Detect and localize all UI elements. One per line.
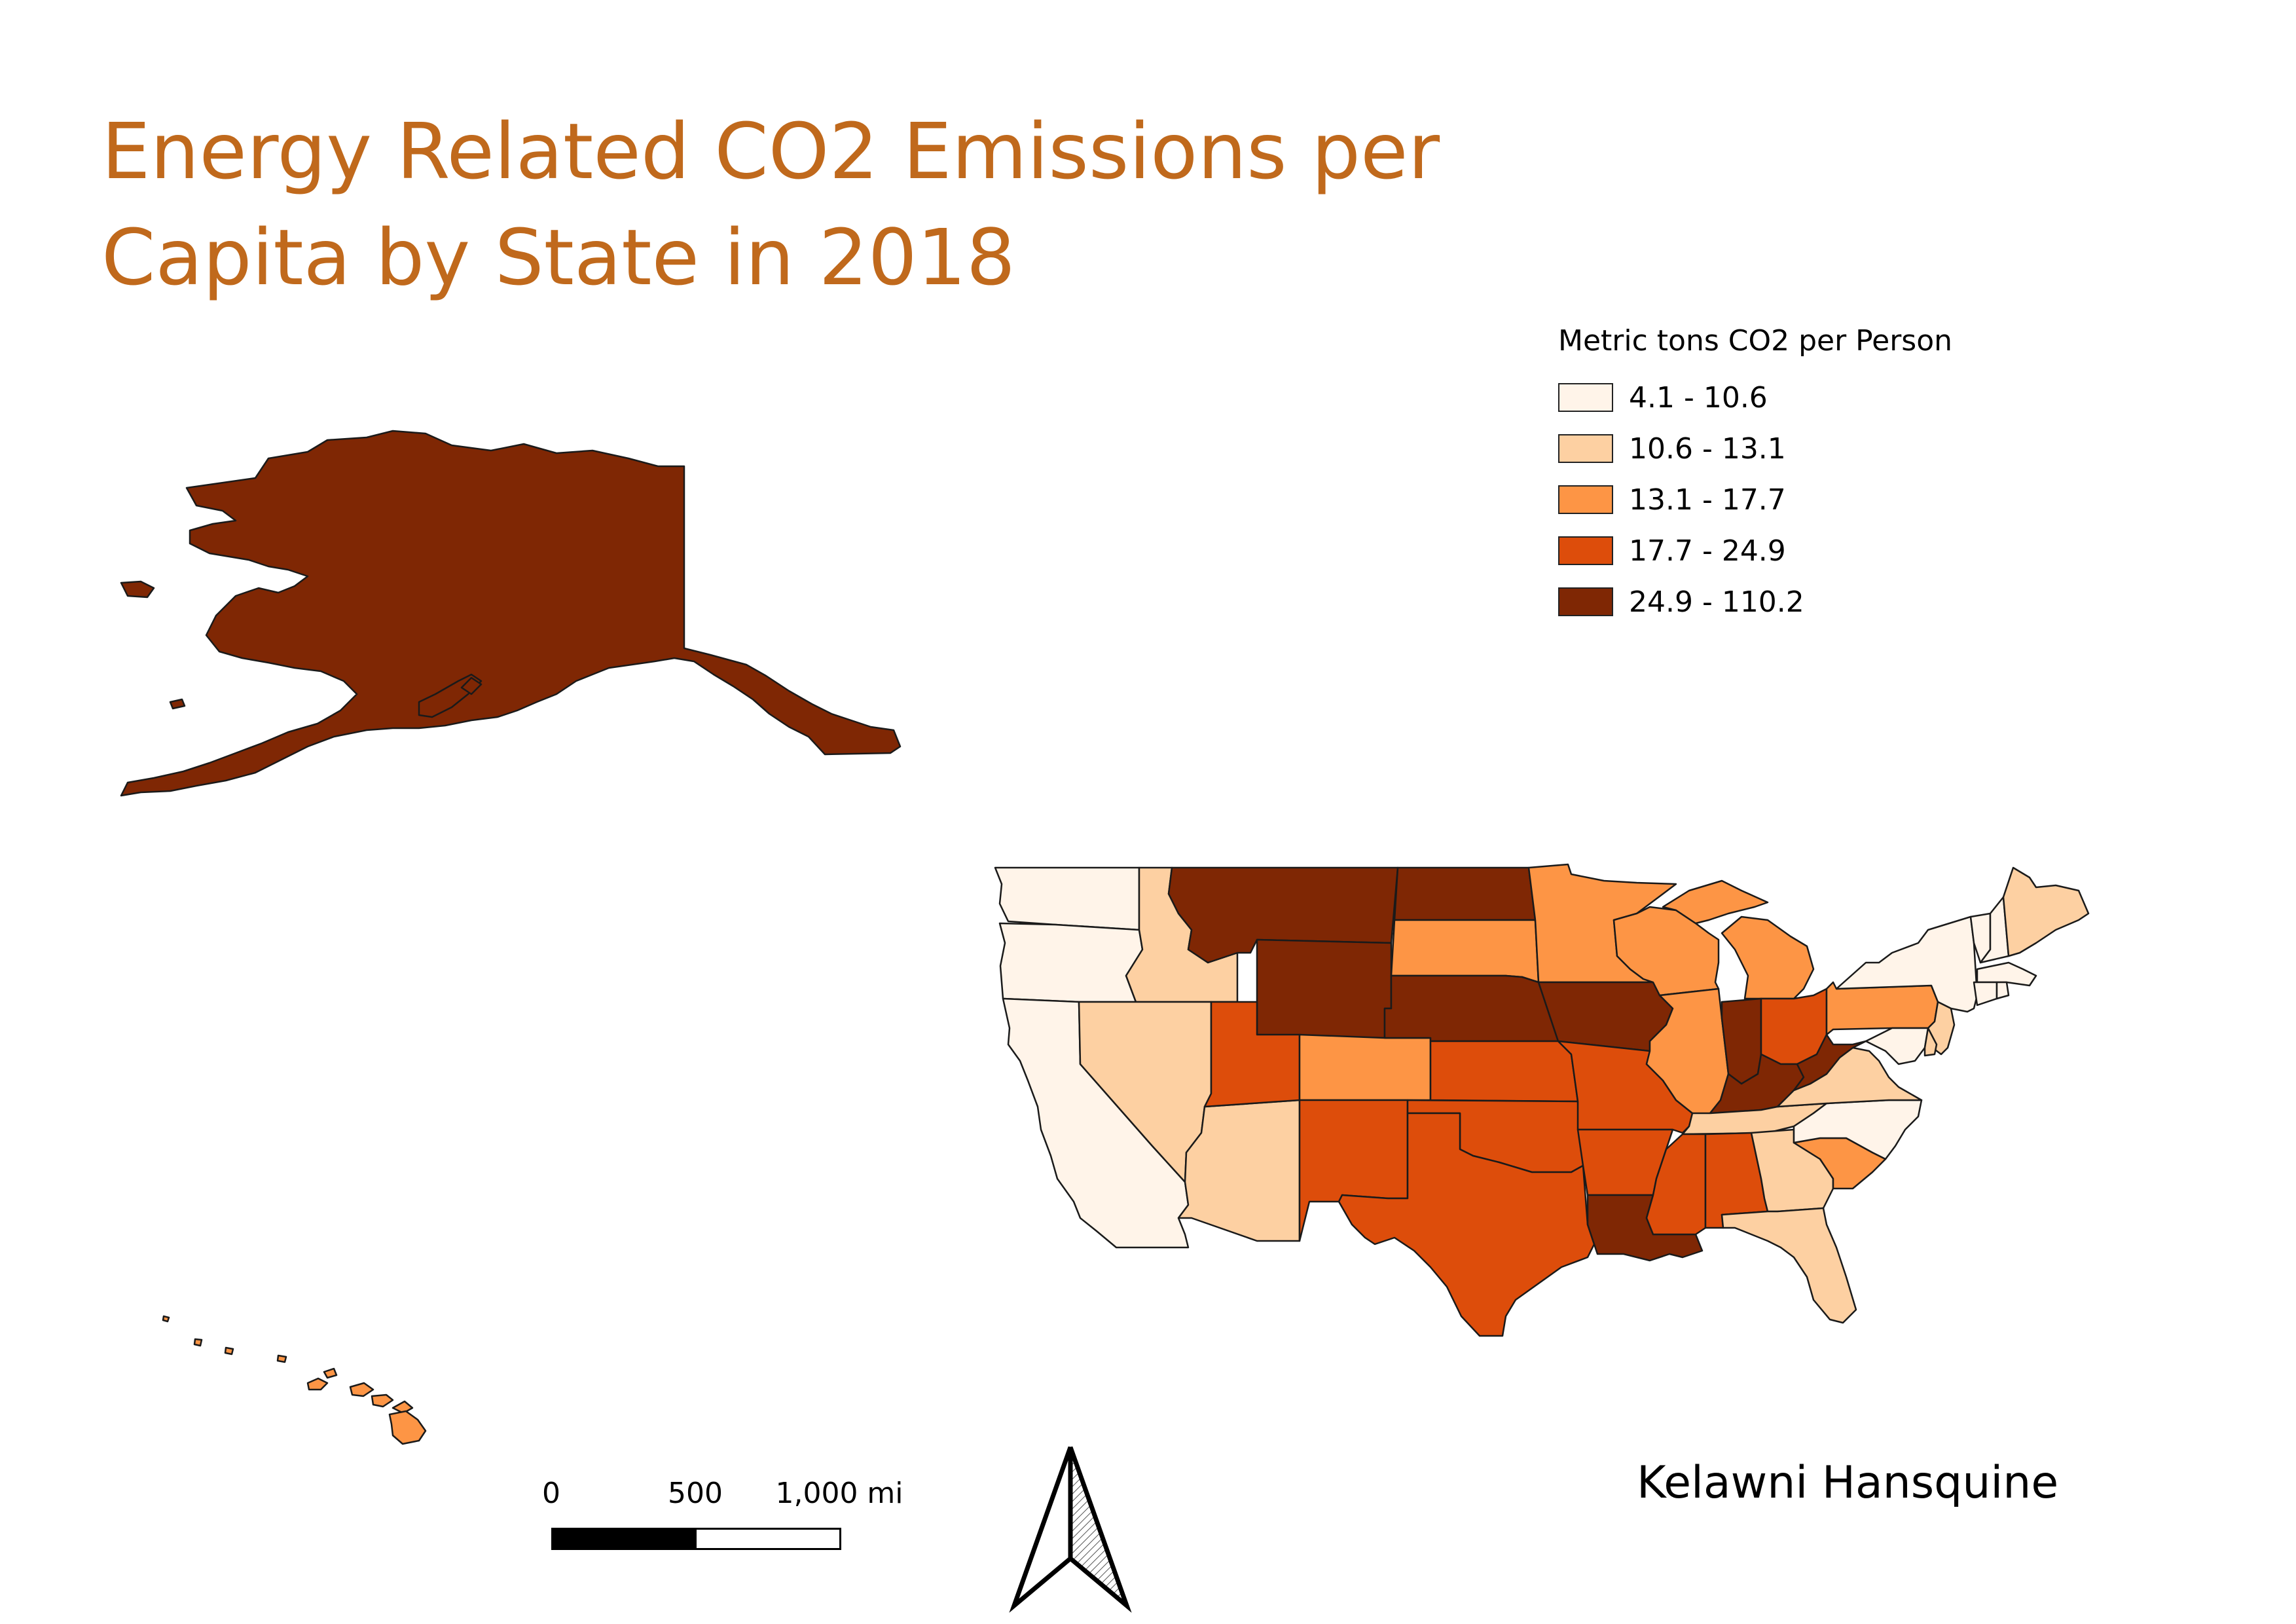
state-shape (162, 1315, 170, 1323)
legend-item: 4.1 - 10.6 (1558, 372, 2016, 423)
map-title: Energy Related CO2 Emissions per Capita … (101, 98, 1607, 310)
state-michigan (1662, 879, 1815, 1000)
legend-swatch (1558, 434, 1613, 463)
legend-item: 10.6 - 13.1 (1558, 423, 2016, 474)
legend-swatch (1558, 485, 1613, 514)
map-title-line-1: Energy Related CO2 Emissions per (101, 106, 1440, 196)
state-shape (1390, 919, 1540, 984)
state-shape (1645, 1133, 1707, 1236)
map-title-line-2: Capita by State in 2018 (101, 212, 1015, 303)
state-colorado (1298, 1033, 1432, 1101)
state-shape (998, 922, 1144, 1003)
state-shape (1825, 981, 1939, 1036)
state-shape (1338, 1112, 1595, 1337)
state-kansas (1429, 1040, 1579, 1103)
state-nebraska (1383, 974, 1559, 1043)
state-mississippi (1645, 1133, 1707, 1236)
state-maryland (1865, 1027, 1929, 1065)
state-wyoming (1256, 938, 1393, 1039)
scale-bar: 0 500 1,000 mi (524, 1477, 982, 1568)
state-montana (1167, 866, 1399, 964)
legend-label: 17.7 - 24.9 (1629, 534, 1786, 568)
legend-item: 24.9 - 110.2 (1558, 576, 2016, 627)
state-rhode-island (1995, 981, 2010, 1000)
legend-swatch (1558, 587, 1613, 616)
state-shape (1721, 915, 1815, 1000)
legend-title: Metric tons CO2 per Person (1558, 324, 1953, 358)
legend-swatch (1558, 383, 1613, 412)
state-south-dakota (1390, 919, 1540, 984)
state-shape (994, 866, 1140, 931)
state-shape (276, 1354, 287, 1363)
state-connecticut (1973, 981, 1998, 1006)
state-shape (1393, 866, 1537, 921)
state-shape (1973, 981, 1998, 1006)
state-shape (1923, 1027, 1938, 1057)
state-shape (1298, 1033, 1432, 1101)
state-shape (1662, 879, 1769, 925)
scale-segment-white (695, 1528, 841, 1550)
state-maine (2002, 866, 2090, 957)
legend-label: 13.1 - 17.7 (1629, 483, 1786, 517)
state-shape (306, 1377, 329, 1391)
state-shape (193, 1338, 203, 1347)
state-washington (994, 866, 1140, 931)
state-hawaii (162, 1315, 427, 1445)
scale-label-start: 0 (542, 1477, 560, 1510)
state-shape (1167, 866, 1399, 964)
legend-label: 10.6 - 13.1 (1629, 432, 1786, 466)
state-shape (224, 1346, 234, 1356)
state-alaska (120, 430, 902, 797)
state-wisconsin (1613, 906, 1720, 997)
state-shape (392, 1400, 414, 1414)
legend-item: 13.1 - 17.7 (1558, 474, 2016, 525)
state-shape (169, 698, 186, 710)
state-shape (1865, 1027, 1929, 1065)
legend-label: 24.9 - 110.2 (1629, 585, 1804, 619)
state-shape (1177, 1099, 1301, 1242)
state-north-dakota (1393, 866, 1537, 921)
state-shape (323, 1367, 338, 1379)
state-shape (1256, 938, 1393, 1039)
state-shape (1383, 974, 1559, 1043)
state-shape (120, 430, 902, 797)
legend-item: 17.7 - 24.9 (1558, 525, 2016, 576)
legend-swatch (1558, 536, 1613, 565)
state-texas (1338, 1112, 1595, 1337)
state-oregon (998, 922, 1144, 1003)
scale-segment-black (551, 1528, 697, 1550)
state-shape (1995, 981, 2010, 1000)
state-shape (460, 676, 483, 695)
state-new-hampshire (1979, 896, 2010, 964)
state-shape (1979, 896, 2010, 964)
state-florida (1721, 1207, 1857, 1324)
state-shape (120, 580, 155, 599)
author-name: Kelawni Hansquine (1637, 1457, 2059, 1509)
state-delaware (1923, 1027, 1938, 1057)
legend-label: 4.1 - 10.6 (1629, 380, 1768, 415)
scale-label-mid: 500 (668, 1477, 723, 1510)
state-pennsylvania (1825, 981, 1939, 1036)
north-arrow-icon (1009, 1446, 1132, 1613)
state-shape (2002, 866, 2090, 957)
state-shape (349, 1382, 374, 1397)
state-shape (1613, 906, 1720, 997)
state-shape (371, 1393, 394, 1408)
state-shape (1721, 997, 1762, 1085)
scale-label-end: 1,000 mi (775, 1477, 903, 1510)
state-shape (388, 1410, 427, 1445)
state-shape (1429, 1040, 1579, 1103)
state-shape (1721, 1207, 1857, 1324)
legend: Metric tons CO2 per Person 4.1 - 10.6 10… (1558, 324, 2016, 627)
state-indiana (1721, 997, 1762, 1085)
state-arizona (1177, 1099, 1301, 1242)
